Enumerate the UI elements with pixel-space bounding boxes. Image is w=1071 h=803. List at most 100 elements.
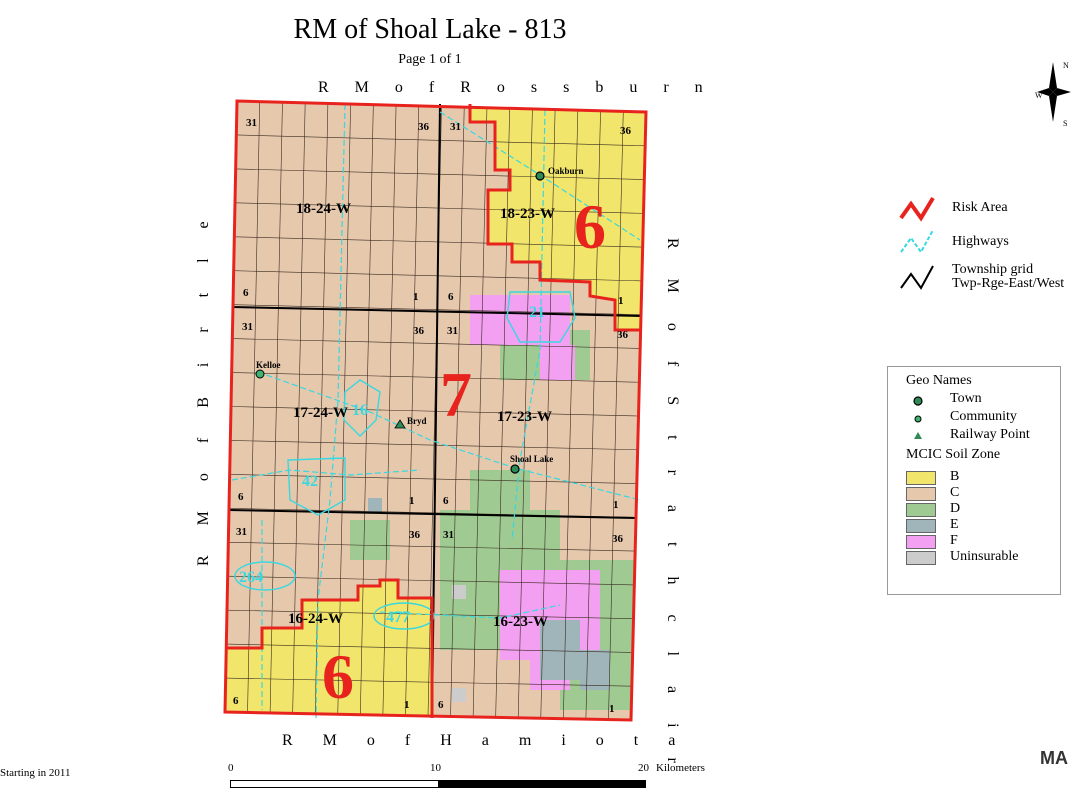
section-number: 6 <box>238 491 244 503</box>
scale-bar: 0 10 20 Kilometers <box>228 762 728 796</box>
zone-b-southwest <box>225 580 432 720</box>
compass-s: S <box>1063 119 1067 128</box>
place-label: Kelloe <box>256 360 281 370</box>
section-number: 36 <box>617 329 629 341</box>
town-marker <box>535 171 545 181</box>
scale-segment-black <box>438 780 646 788</box>
zone-e-block <box>580 650 610 690</box>
town-marker <box>510 464 520 474</box>
section-number: 1 <box>613 499 619 511</box>
section-number: 1 <box>413 291 419 303</box>
section-number: 6 <box>438 699 444 711</box>
soil-zone-label: B <box>950 469 960 484</box>
zone-e-block <box>368 498 382 512</box>
legend-highways-label: Highways <box>952 234 1009 249</box>
section-line <box>585 110 601 720</box>
scale-label-mid: 10 <box>430 762 441 774</box>
soil-zone-swatch <box>906 503 936 517</box>
legend-township-label: Township grid <box>952 262 1034 277</box>
section-number: 1 <box>609 703 615 715</box>
soil-zone-label: D <box>950 501 961 516</box>
highway-label: 477 <box>386 609 410 626</box>
soil-zone-swatch <box>906 487 936 501</box>
section-number: 31 <box>236 526 247 538</box>
legend-community-label: Community <box>950 409 1017 424</box>
township-label: 18-23-W <box>500 206 555 222</box>
soil-zone-swatch <box>906 519 936 533</box>
soil-zone-label: Uninsurable <box>950 549 1019 564</box>
section-number: 1 <box>409 495 415 507</box>
section-number: 1 <box>618 295 624 307</box>
section-number: 36 <box>620 125 632 137</box>
zone-uninsurable-block <box>452 688 466 702</box>
section-line <box>226 643 633 653</box>
railway-point-marker <box>394 419 406 429</box>
zone-e-block <box>540 620 580 680</box>
town-icon <box>913 396 923 406</box>
community-marker <box>255 369 265 379</box>
section-line <box>608 111 624 720</box>
section-line <box>225 677 632 687</box>
page-label: Page 1 of 1 <box>398 52 462 67</box>
place-label: Bryd <box>407 416 427 426</box>
legend-place-icons <box>913 396 923 439</box>
highway-label: 264 <box>239 569 263 586</box>
section-number: 6 <box>448 291 454 303</box>
legend-line-symbols: Risk Area Highways Township grid Twp-Rge… <box>897 190 1071 300</box>
risk-area-number: 6 <box>574 191 606 262</box>
highway-label: 16 <box>352 402 368 419</box>
section-number: 31 <box>443 529 454 541</box>
township-line <box>228 509 637 519</box>
scale-label-end: 20 <box>638 762 649 774</box>
highways <box>231 103 641 719</box>
zone-f-block <box>540 345 575 380</box>
township-label: 17-24-W <box>293 405 348 421</box>
compass-rose-icon: N W S <box>1035 61 1071 128</box>
south-border-label: R M o f H a m i o t a <box>282 732 689 749</box>
zone-uninsurable-block <box>452 585 466 599</box>
legend-line-icons <box>899 196 935 290</box>
zone-b-northeast <box>470 104 646 330</box>
section-number: 36 <box>409 529 421 541</box>
zone-f-block <box>470 295 570 345</box>
section-number: 6 <box>233 695 239 707</box>
scale-label-zero: 0 <box>228 762 234 774</box>
scale-unit: Kilometers <box>656 762 705 774</box>
risk-area-boundary <box>468 104 642 332</box>
risk-area-boundary <box>223 99 648 722</box>
section-number: 31 <box>447 325 458 337</box>
risk-area-number: 7 <box>440 359 472 430</box>
zone-d-block <box>470 470 530 510</box>
section-number: 36 <box>413 325 425 337</box>
township-grid-line-icon <box>900 265 934 290</box>
township-label: 16-23-W <box>493 614 548 630</box>
community-icon <box>914 415 922 423</box>
section-number: 6 <box>243 287 249 299</box>
risk-area-number: 6 <box>322 641 354 712</box>
north-border-label: R M o f R o s s b u r n <box>318 79 714 96</box>
section-line <box>563 110 579 719</box>
risk-area-boundary <box>225 578 434 718</box>
place-label: Shoal Lake <box>510 454 553 464</box>
section-number: 36 <box>612 533 624 545</box>
township-label: 18-24-W <box>296 201 351 217</box>
section-number: 6 <box>443 495 449 507</box>
soil-zone-label: C <box>950 485 960 500</box>
highway-label: 42 <box>302 473 318 490</box>
section-number: 36 <box>418 121 430 133</box>
agency-logo: MA <box>1040 748 1068 768</box>
legend-geo-heading: Geo Names <box>906 373 972 388</box>
map-title: RM of Shoal Lake - 813 <box>293 14 567 45</box>
section-number: 31 <box>450 121 461 133</box>
section-number: 31 <box>246 117 257 129</box>
soil-zone-swatch <box>906 551 936 565</box>
scale-segment-white <box>230 780 440 788</box>
legend-township-sub-label: Twp-Rge-East/West <box>952 276 1065 291</box>
highway-shields <box>234 291 576 630</box>
legend-risk-label: Risk Area <box>952 200 1008 215</box>
section-number: 31 <box>242 321 253 333</box>
legend-soil-heading: MCIC Soil Zone <box>906 447 1001 462</box>
risk-area-line-icon <box>899 196 935 222</box>
compass-w: W <box>1035 91 1043 100</box>
